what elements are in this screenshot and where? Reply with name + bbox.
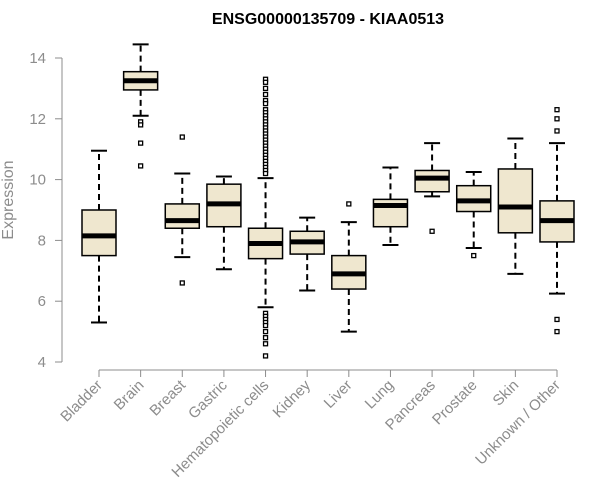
- y-tick-label: 6: [38, 293, 46, 310]
- outlier-point: [554, 107, 560, 113]
- outlier-point: [262, 322, 269, 329]
- outlier-point: [179, 134, 185, 140]
- outlier-point: [554, 316, 560, 323]
- x-tick-label: Brain: [111, 377, 148, 414]
- box-iqr: [497, 168, 534, 234]
- box-lung: [372, 166, 409, 246]
- outlier-point: [262, 100, 269, 107]
- y-axis-ticks: 4 6 8 10 12 14: [29, 50, 62, 371]
- box-liver: [331, 201, 367, 333]
- box-unknown-other: [539, 107, 575, 335]
- outlier-point: [262, 335, 269, 341]
- x-tick-label: Liver: [321, 377, 356, 412]
- x-tick-label: Bladder: [57, 377, 106, 426]
- y-tick-label: 14: [29, 50, 46, 67]
- box-series: [81, 43, 575, 359]
- x-tick-label: Kidney: [270, 376, 315, 421]
- chart-title: ENSG00000135709 - KIAA0513: [212, 11, 444, 28]
- box-iqr: [81, 209, 117, 257]
- outlier-point: [554, 328, 560, 335]
- box-breast: [164, 134, 201, 286]
- outlier-point: [137, 163, 144, 169]
- y-tick-label: 8: [38, 232, 46, 249]
- outlier-point: [471, 252, 477, 259]
- outlier-point: [262, 85, 269, 92]
- outlier-point: [262, 353, 269, 359]
- outlier-point: [137, 122, 144, 128]
- box-skin: [497, 137, 534, 275]
- outlier-point: [346, 201, 352, 207]
- outlier-point: [262, 79, 269, 85]
- box-kidney: [289, 216, 325, 292]
- x-tick-label: Skin: [490, 377, 523, 410]
- x-tick-label: Prostate: [429, 377, 481, 429]
- x-tick-label: Breast: [146, 376, 189, 419]
- outlier-point: [554, 128, 560, 134]
- outlier-point: [429, 228, 435, 234]
- outlier-point: [262, 91, 269, 98]
- y-tick-label: 10: [29, 172, 46, 189]
- outlier-point: [262, 341, 269, 347]
- box-gastric: [206, 175, 242, 271]
- y-tick-label: 12: [29, 111, 46, 128]
- outlier-point: [554, 116, 560, 122]
- box-bladder: [81, 149, 117, 324]
- outlier-point: [179, 280, 185, 286]
- box-iqr: [414, 169, 450, 193]
- box-pancreas: [414, 142, 450, 234]
- box-hematopoietic-cells: [247, 76, 284, 359]
- box-brain: [122, 43, 159, 169]
- outlier-point: [137, 140, 144, 146]
- y-tick-label: 4: [38, 354, 46, 371]
- x-tick-label: Lung: [362, 377, 398, 413]
- box-prostate: [455, 171, 492, 259]
- outlier-point: [262, 328, 269, 335]
- y-axis-label: Expression: [0, 160, 17, 239]
- box-iqr: [164, 203, 201, 229]
- outlier-point: [262, 170, 269, 177]
